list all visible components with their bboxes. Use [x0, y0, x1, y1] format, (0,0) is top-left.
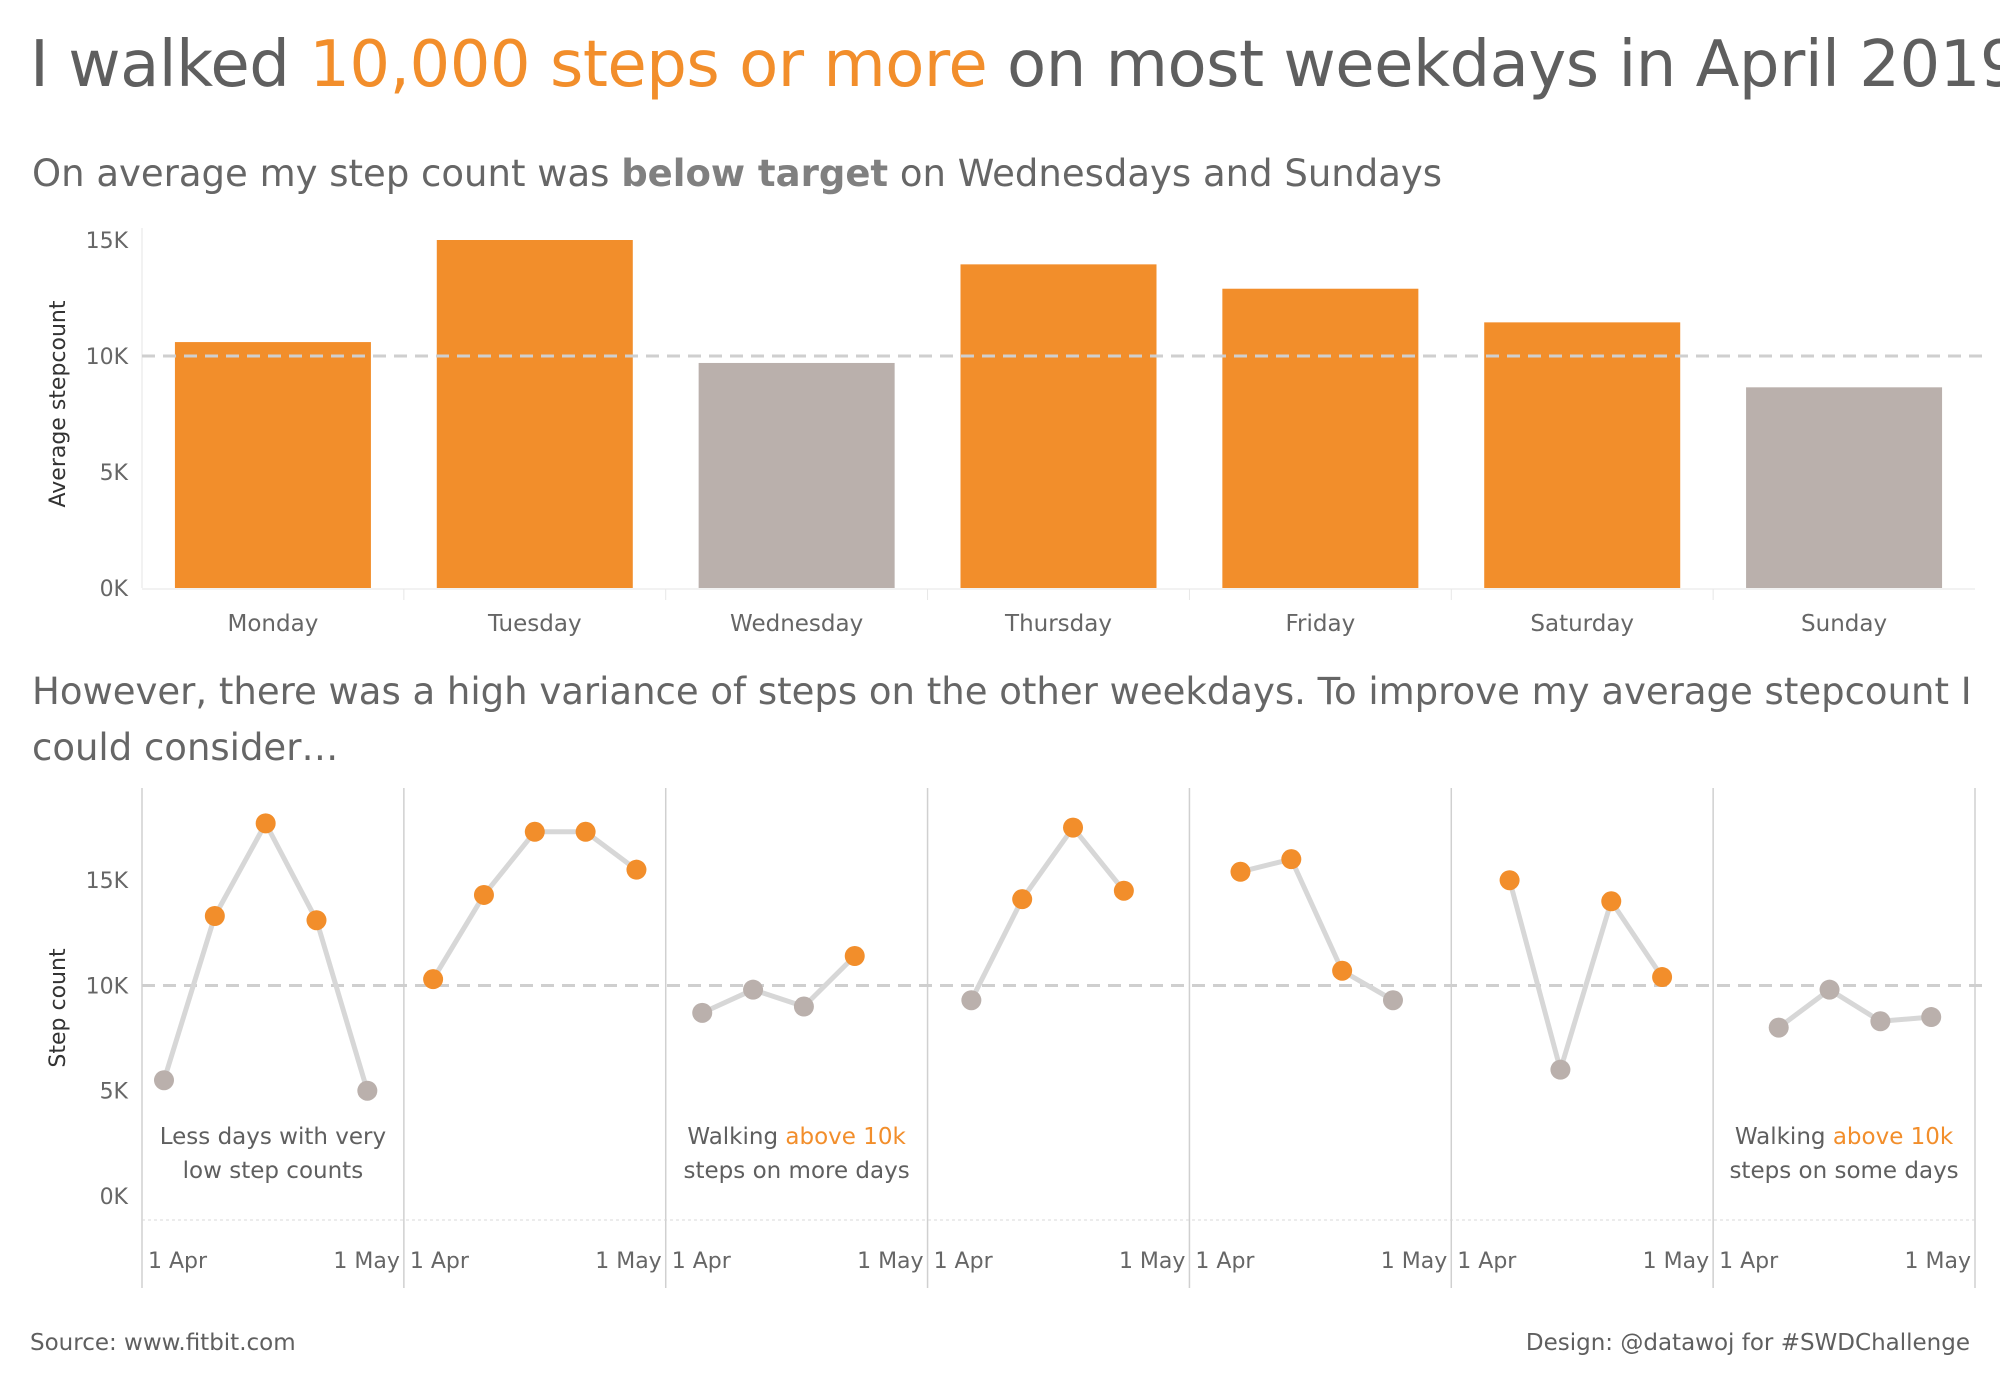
- source-note: Source: www.fitbit.com: [30, 1330, 296, 1356]
- series-line-thursday: [969, 825, 1126, 1002]
- series-line-friday: [1239, 856, 1395, 1003]
- x-tick-label: 1 Apr: [1195, 1249, 1255, 1274]
- data-point: [154, 1070, 174, 1091]
- data-point: [1921, 1007, 1942, 1028]
- data-point: [255, 813, 276, 834]
- data-point: [306, 910, 327, 931]
- data-point: [1113, 880, 1134, 901]
- bar-tuesday: [436, 240, 633, 588]
- y-tick-label: 0K: [100, 577, 129, 602]
- annotation-panel-0: Less days with very low step counts: [159, 1124, 387, 1184]
- x-tick-label: 1 May: [1119, 1249, 1185, 1274]
- y-axis-title: Average stepcount: [46, 300, 71, 507]
- series-line-saturday: [1507, 879, 1665, 1073]
- y-tick-label: 10K: [86, 974, 129, 999]
- line-chart-subtitle: However, there was a high variance of st…: [32, 670, 1972, 769]
- x-tick-label: Tuesday: [487, 611, 582, 637]
- data-point: [844, 946, 865, 966]
- y-tick-label: 5K: [100, 1080, 129, 1105]
- x-tick-label: Thursday: [1004, 611, 1112, 637]
- y-tick-label: 15K: [86, 229, 129, 254]
- series-line-monday: [161, 820, 370, 1092]
- data-point: [1332, 960, 1353, 981]
- bar-monday: [174, 342, 371, 588]
- data-point: [1870, 1011, 1891, 1032]
- data-point: [1382, 990, 1403, 1011]
- data-point: [692, 1002, 713, 1023]
- line-chart-panels: 0K 5K 10K 15K Step count 1 Apr 1 May 1 Apr 1 May…: [46, 788, 1985, 1288]
- data-point: [1601, 891, 1622, 912]
- design-credit: Design: @datawoj for #SWDChallenge: [1525, 1330, 1970, 1356]
- x-tick-label: 1 Apr: [410, 1249, 470, 1274]
- data-point: [423, 969, 444, 990]
- x-tick-label: 1 May: [1643, 1249, 1709, 1274]
- y-tick-label: 5K: [100, 461, 129, 486]
- data-point: [1768, 1017, 1789, 1038]
- data-point: [1499, 870, 1520, 891]
- x-tick-label: 1 Apr: [1457, 1249, 1517, 1274]
- annotation-panel-2: Walking above 10k steps on more days: [683, 1124, 910, 1184]
- data-point: [1063, 817, 1084, 838]
- data-point: [961, 990, 982, 1011]
- x-tick-label: 1 May: [1381, 1249, 1447, 1274]
- bar-wednesday: [698, 362, 895, 588]
- data-point: [743, 979, 764, 1000]
- x-tick-label: 1 May: [595, 1249, 661, 1274]
- x-tick-label: Wednesday: [730, 611, 863, 637]
- x-tick-label: 1 Apr: [1719, 1249, 1779, 1274]
- data-point: [1652, 967, 1673, 988]
- bar-saturday: [1484, 322, 1681, 588]
- y-tick-label: 15K: [86, 869, 129, 894]
- data-point: [626, 859, 647, 880]
- bar-thursday: [960, 264, 1157, 588]
- y-tick-label: 10K: [86, 345, 129, 370]
- data-point: [473, 884, 494, 905]
- data-point: [1230, 861, 1251, 882]
- bar-friday: [1222, 288, 1419, 588]
- y-axis-title: Step count: [46, 948, 71, 1068]
- bar-chart: 0K 5K 10K 15K Average stepcount Monday Tuesday…: [46, 228, 1985, 637]
- x-tick-label: 1 Apr: [672, 1249, 732, 1274]
- x-tick-label: 1 May: [333, 1249, 399, 1274]
- x-tick-label: 1 Apr: [934, 1249, 994, 1274]
- x-tick-label: Saturday: [1530, 611, 1634, 637]
- series-line-sunday: [1777, 987, 1932, 1030]
- series-line-wednesday: [701, 954, 857, 1016]
- data-point: [357, 1080, 378, 1101]
- series-line-tuesday: [430, 829, 638, 981]
- data-point: [204, 906, 225, 926]
- bar-sunday: [1746, 387, 1943, 588]
- y-tick-label: 0K: [100, 1185, 129, 1210]
- annotation-panel-6: Walking above 10k steps on some days: [1729, 1124, 1959, 1184]
- bar-chart-subtitle: On average my step count was below targe…: [32, 152, 1443, 195]
- x-tick-label: Monday: [228, 611, 319, 637]
- title-highlight: 10,000 steps or more: [309, 28, 988, 102]
- data-point: [1550, 1059, 1571, 1080]
- subtitle-emphasis: below target: [621, 152, 889, 195]
- data-point: [575, 821, 596, 842]
- x-tick-label: Sunday: [1801, 611, 1887, 637]
- x-tick-label: 1 Apr: [148, 1249, 208, 1274]
- x-tick-label: 1 May: [1905, 1249, 1971, 1274]
- data-point: [793, 996, 814, 1017]
- data-point: [1819, 979, 1840, 1000]
- data-point: [1012, 889, 1033, 910]
- data-point: [524, 821, 545, 842]
- x-tick-label: Friday: [1285, 611, 1355, 637]
- chart-title: I walked 10,000 steps or more on most we…: [30, 28, 2000, 102]
- x-tick-label: 1 May: [857, 1249, 923, 1274]
- data-point: [1281, 849, 1302, 870]
